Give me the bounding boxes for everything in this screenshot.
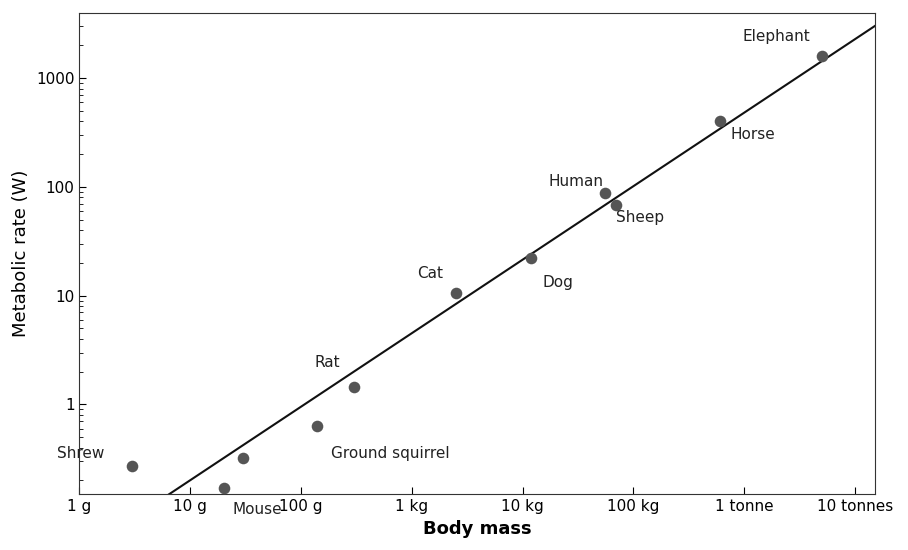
Text: Dog: Dog bbox=[543, 275, 574, 290]
Point bbox=[236, 454, 251, 463]
Text: Shrew: Shrew bbox=[57, 446, 104, 461]
Point bbox=[449, 289, 463, 298]
Text: Rat: Rat bbox=[315, 355, 340, 371]
Text: Elephant: Elephant bbox=[743, 29, 811, 43]
Point bbox=[125, 462, 140, 471]
Text: Horse: Horse bbox=[731, 127, 775, 142]
Point bbox=[310, 422, 324, 431]
Point bbox=[216, 484, 231, 493]
Point bbox=[524, 254, 538, 263]
Point bbox=[609, 201, 624, 210]
Point bbox=[597, 189, 612, 198]
Text: Mouse: Mouse bbox=[232, 503, 282, 518]
Point bbox=[347, 382, 361, 391]
Y-axis label: Metabolic rate (W): Metabolic rate (W) bbox=[13, 169, 31, 337]
Point bbox=[814, 51, 829, 60]
X-axis label: Body mass: Body mass bbox=[423, 520, 531, 537]
Text: Human: Human bbox=[548, 174, 603, 189]
Text: Sheep: Sheep bbox=[616, 210, 664, 225]
Text: Cat: Cat bbox=[417, 266, 443, 281]
Point bbox=[713, 117, 727, 126]
Text: Ground squirrel: Ground squirrel bbox=[331, 446, 449, 461]
